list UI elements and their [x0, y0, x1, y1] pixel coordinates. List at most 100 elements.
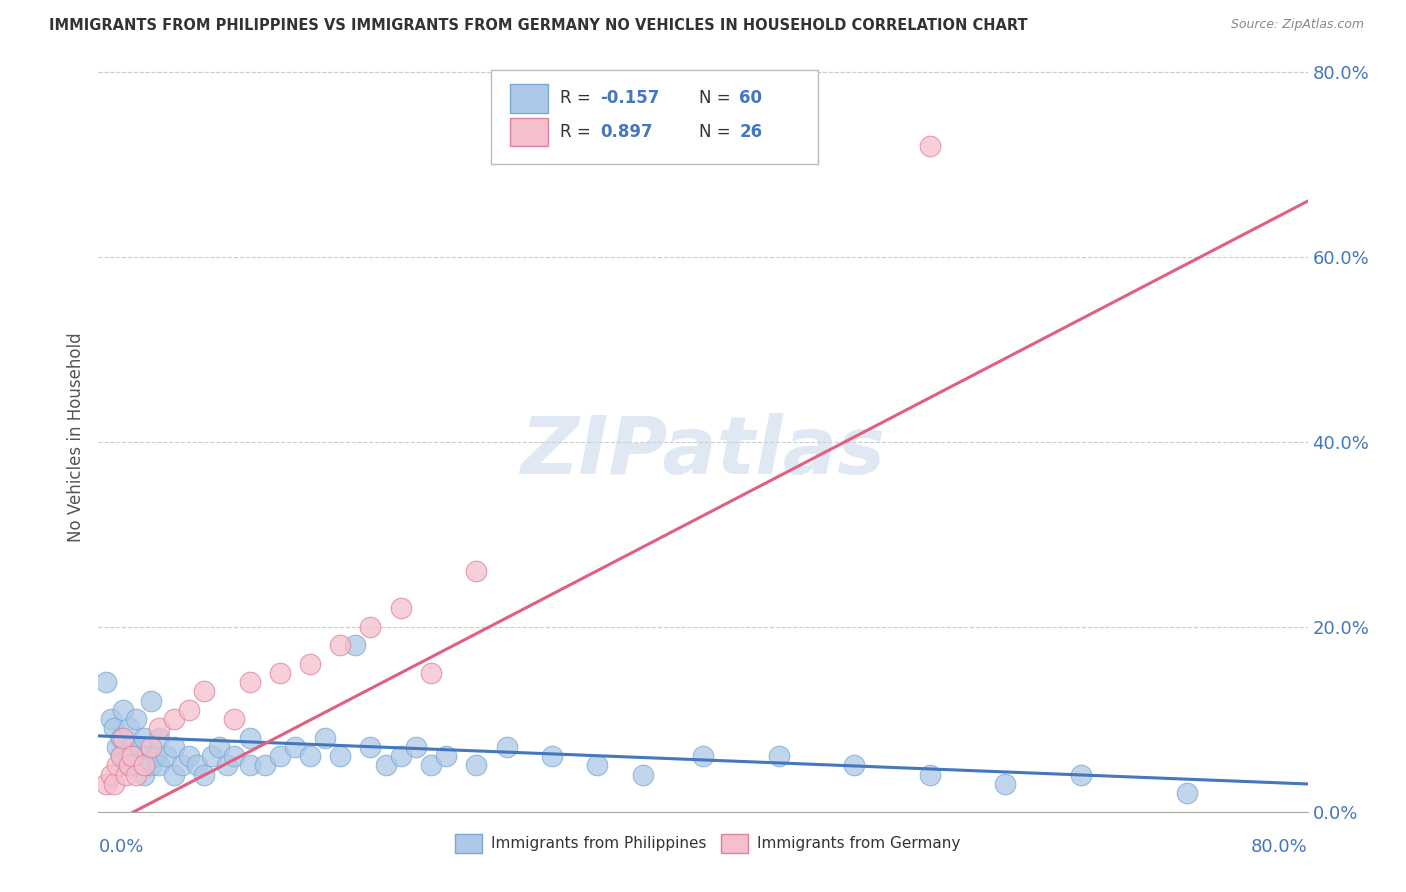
Text: Immigrants from Germany: Immigrants from Germany — [758, 836, 960, 851]
Point — [118, 749, 141, 764]
Text: 0.897: 0.897 — [600, 123, 652, 141]
Point — [1070, 768, 1092, 782]
Point — [94, 675, 117, 690]
Point — [692, 749, 714, 764]
Point — [141, 694, 163, 708]
Point — [155, 749, 177, 764]
Point — [179, 703, 201, 717]
Point — [253, 758, 276, 772]
Point — [121, 749, 143, 764]
Text: R =: R = — [561, 89, 596, 107]
Text: N =: N = — [699, 123, 737, 141]
Point — [201, 749, 224, 764]
FancyBboxPatch shape — [456, 834, 482, 853]
Point — [224, 712, 246, 726]
Point — [114, 758, 136, 772]
Point — [141, 758, 163, 772]
Point — [145, 749, 167, 764]
Point — [284, 739, 307, 754]
Point — [495, 739, 517, 754]
Point — [186, 758, 208, 772]
Point — [434, 749, 457, 764]
Point — [389, 749, 412, 764]
FancyBboxPatch shape — [492, 70, 818, 163]
Point — [1175, 786, 1198, 800]
Point — [125, 712, 148, 726]
Text: 0.0%: 0.0% — [98, 838, 143, 856]
Point — [141, 739, 163, 754]
Point — [148, 731, 170, 745]
Point — [132, 731, 155, 745]
Point — [163, 739, 186, 754]
Point — [239, 731, 262, 745]
Point — [105, 739, 128, 754]
Point — [299, 657, 322, 671]
Point — [465, 758, 488, 772]
FancyBboxPatch shape — [509, 84, 548, 112]
Point — [224, 749, 246, 764]
Text: Source: ZipAtlas.com: Source: ZipAtlas.com — [1230, 18, 1364, 31]
FancyBboxPatch shape — [721, 834, 748, 853]
Text: 80.0%: 80.0% — [1251, 838, 1308, 856]
Text: 26: 26 — [740, 123, 762, 141]
Text: IMMIGRANTS FROM PHILIPPINES VS IMMIGRANTS FROM GERMANY NO VEHICLES IN HOUSEHOLD : IMMIGRANTS FROM PHILIPPINES VS IMMIGRANT… — [49, 18, 1028, 33]
Point — [132, 768, 155, 782]
Point — [129, 739, 152, 754]
Point — [111, 703, 134, 717]
Text: N =: N = — [699, 89, 737, 107]
Point — [100, 712, 122, 726]
Point — [110, 731, 132, 745]
Point — [163, 768, 186, 782]
Point — [420, 758, 443, 772]
Point — [994, 777, 1017, 791]
Point — [132, 758, 155, 772]
Y-axis label: No Vehicles in Household: No Vehicles in Household — [66, 332, 84, 542]
Point — [94, 777, 117, 791]
Point — [110, 749, 132, 764]
Point — [148, 722, 170, 736]
Point — [110, 749, 132, 764]
Point — [163, 712, 186, 726]
Point — [299, 749, 322, 764]
Point — [314, 731, 336, 745]
Point — [179, 749, 201, 764]
Point — [540, 749, 562, 764]
Point — [768, 749, 790, 764]
Point — [360, 620, 382, 634]
Point — [118, 722, 141, 736]
Point — [360, 739, 382, 754]
Point — [269, 665, 291, 680]
Point — [121, 739, 143, 754]
Point — [125, 758, 148, 772]
Point — [135, 749, 157, 764]
Point — [844, 758, 866, 772]
Point — [114, 768, 136, 782]
Point — [420, 665, 443, 680]
Point — [239, 675, 262, 690]
Point — [193, 768, 215, 782]
Point — [465, 564, 488, 578]
Point — [405, 739, 427, 754]
Point — [105, 758, 128, 772]
Text: ZIPatlas: ZIPatlas — [520, 413, 886, 491]
Point — [918, 768, 941, 782]
Point — [215, 758, 238, 772]
Point — [170, 758, 193, 772]
Text: -0.157: -0.157 — [600, 89, 659, 107]
Point — [148, 758, 170, 772]
Point — [631, 768, 654, 782]
Point — [208, 739, 231, 754]
Point — [918, 138, 941, 153]
Point — [193, 684, 215, 698]
Point — [125, 768, 148, 782]
Point — [103, 722, 125, 736]
Point — [344, 638, 367, 652]
Point — [329, 749, 352, 764]
Point — [329, 638, 352, 652]
Text: 60: 60 — [740, 89, 762, 107]
Point — [111, 731, 134, 745]
Point — [118, 758, 141, 772]
Point — [269, 749, 291, 764]
Point — [374, 758, 396, 772]
Point — [103, 777, 125, 791]
